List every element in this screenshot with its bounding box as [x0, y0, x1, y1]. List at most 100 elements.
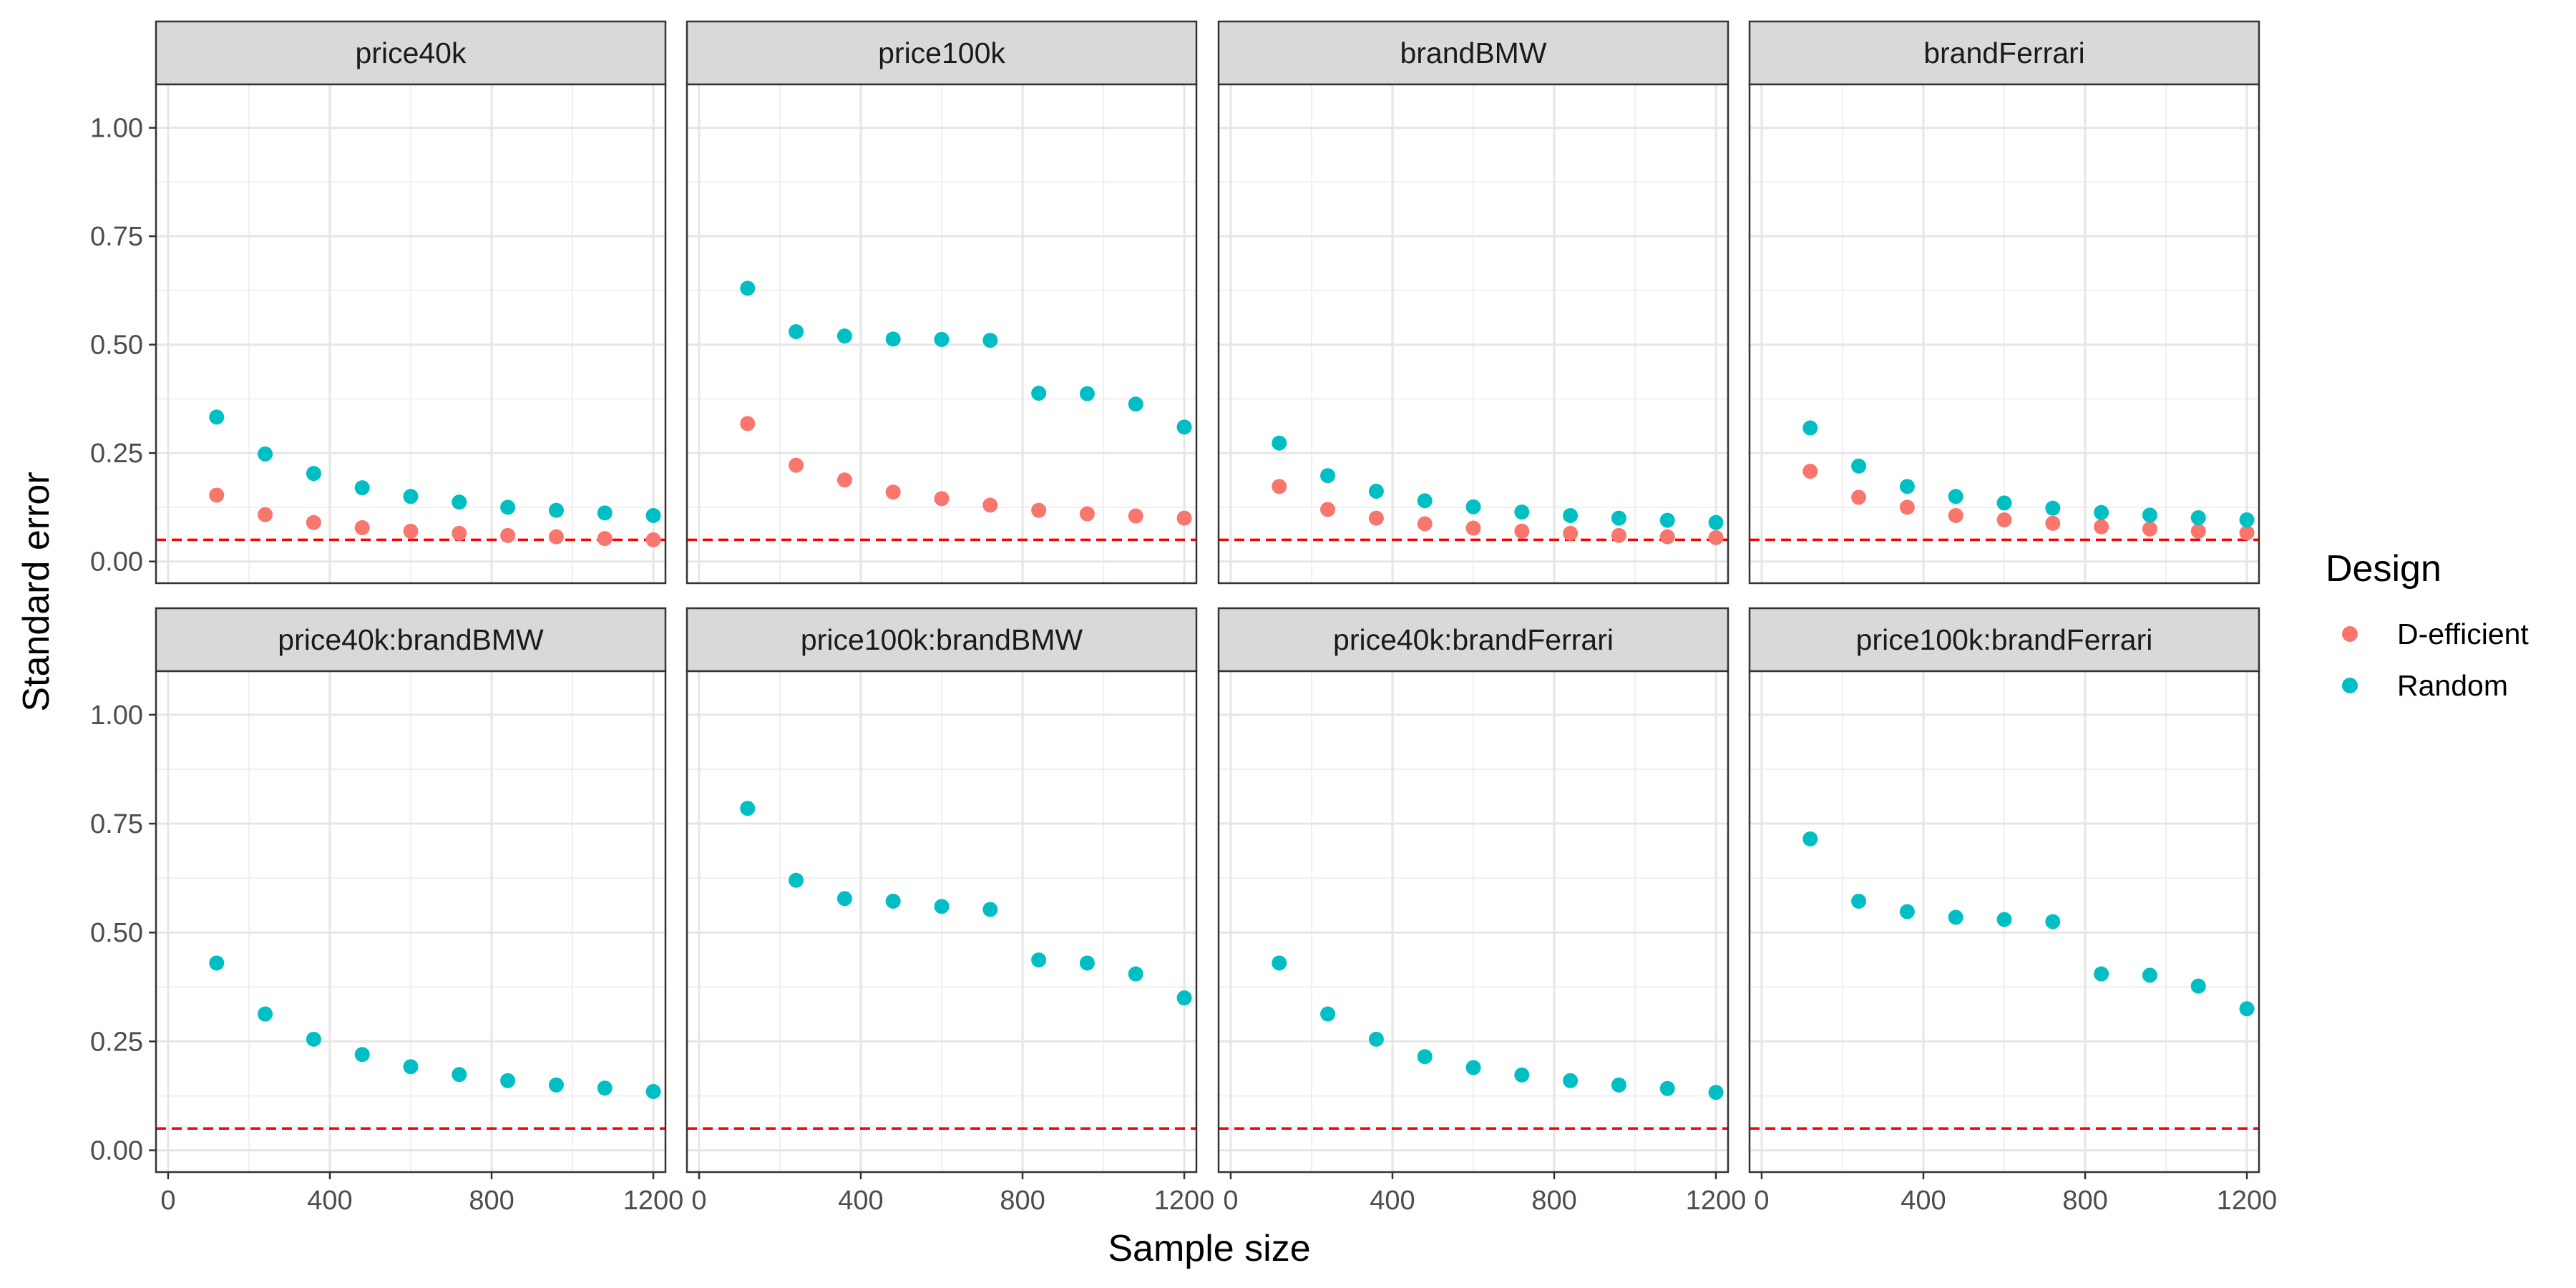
data-point [645, 1083, 661, 1099]
data-point [1417, 516, 1433, 532]
y-axes: 0.00 0.25 0.50 0.75 1.00 0.00 0.25 0.50 0.75 1.00 [90, 114, 156, 1166]
x-axes: 0 400 800 1200 0 400 800 1200 0 400 800 1200 0 400 800… [160, 1172, 2277, 1216]
data-point [645, 507, 661, 523]
y-tick-label: 0.50 [90, 918, 143, 948]
legend-entries: D-efficient Random [2342, 618, 2529, 702]
facet-title: price100k [878, 36, 1005, 69]
data-point [1948, 909, 1963, 925]
data-point [2045, 914, 2061, 930]
data-point [1368, 510, 1384, 526]
data-point [1465, 1060, 1481, 1075]
data-point [1272, 955, 1287, 971]
legend-key [2342, 626, 2358, 642]
data-point [885, 893, 901, 909]
data-point [1272, 435, 1287, 451]
panel-border [1217, 83, 1729, 585]
data-point [597, 1080, 613, 1096]
data-point [354, 480, 370, 496]
facet-title: brandFerrari [1923, 36, 2085, 69]
x-tick-label: 400 [307, 1186, 352, 1216]
data-point [354, 1047, 370, 1063]
facet-strip [155, 607, 667, 673]
data-point [1611, 510, 1626, 526]
panel-border [155, 83, 667, 585]
data-point [789, 872, 804, 888]
facet-panel: brandBMW [1217, 20, 1729, 585]
data-point [1563, 1073, 1579, 1088]
data-point [1128, 508, 1143, 524]
data-point [258, 1006, 273, 1022]
data-point [740, 416, 756, 431]
data-point [836, 891, 852, 907]
data-point [548, 1077, 564, 1093]
data-point [1176, 990, 1192, 1006]
data-point [258, 507, 273, 522]
data-point [1851, 489, 1867, 505]
data-point [885, 484, 901, 500]
data-point [1899, 479, 1915, 494]
data-point [1948, 489, 1963, 504]
data-point [836, 472, 852, 488]
data-point [1128, 966, 1143, 982]
panel-border [1748, 670, 2260, 1174]
facet-title: price40k [356, 36, 467, 69]
data-point [1708, 1085, 1724, 1101]
panel-border [686, 670, 1198, 1174]
data-point [1996, 912, 2012, 927]
x-tick-label: 800 [469, 1186, 514, 1216]
data-point [934, 899, 950, 914]
data-point [2045, 500, 2061, 516]
data-point [1417, 1049, 1433, 1065]
panel-border [155, 670, 667, 1174]
data-point [740, 801, 756, 816]
data-point [1320, 1006, 1336, 1022]
x-tick-label: 400 [838, 1186, 883, 1216]
facet-strip [686, 20, 1198, 86]
facet-strip [686, 607, 1198, 673]
facet-panel: price100k:brandFerrari [1748, 607, 2260, 1174]
data-point [1272, 479, 1287, 494]
data-point [2239, 525, 2255, 541]
data-point [258, 446, 273, 462]
data-point [2094, 504, 2109, 520]
x-tick-label: 1200 [623, 1186, 684, 1216]
y-tick-label: 1.00 [90, 114, 143, 144]
data-point [1802, 831, 1818, 847]
data-point [2142, 967, 2157, 983]
data-point [500, 527, 516, 543]
data-point [2239, 512, 2255, 528]
x-tick-label: 1200 [2217, 1186, 2278, 1216]
data-point [1563, 525, 1579, 541]
facet-panel: price40k:brandBMW [155, 607, 667, 1174]
data-point [1899, 499, 1915, 515]
data-point [836, 328, 852, 344]
data-point [1611, 527, 1626, 543]
data-point [452, 1067, 467, 1083]
x-tick-label: 1200 [1686, 1186, 1747, 1216]
data-point [1514, 523, 1530, 539]
data-point [1031, 952, 1047, 968]
facet-panel: price40k [155, 20, 667, 585]
data-point [2045, 515, 2061, 531]
data-point [982, 497, 998, 513]
x-tick-label: 800 [1531, 1186, 1576, 1216]
data-point [1659, 1080, 1675, 1096]
data-point [885, 331, 901, 347]
facet-title: price40k:brandFerrari [1333, 623, 1614, 656]
data-point [1708, 514, 1724, 530]
data-point [1948, 507, 1963, 523]
data-point [452, 525, 467, 541]
y-tick-label: 0.00 [90, 1136, 143, 1166]
legend-label: Random [2397, 669, 2508, 702]
data-point [403, 489, 419, 504]
data-point [548, 529, 564, 545]
data-point [1417, 493, 1433, 509]
legend-key [2342, 678, 2358, 693]
x-tick-label: 800 [1000, 1186, 1045, 1216]
data-point [500, 1073, 516, 1088]
data-point [597, 531, 613, 547]
x-tick-label: 400 [1370, 1186, 1415, 1216]
data-point [1996, 512, 2012, 528]
data-point [1514, 504, 1530, 520]
data-point [982, 333, 998, 348]
